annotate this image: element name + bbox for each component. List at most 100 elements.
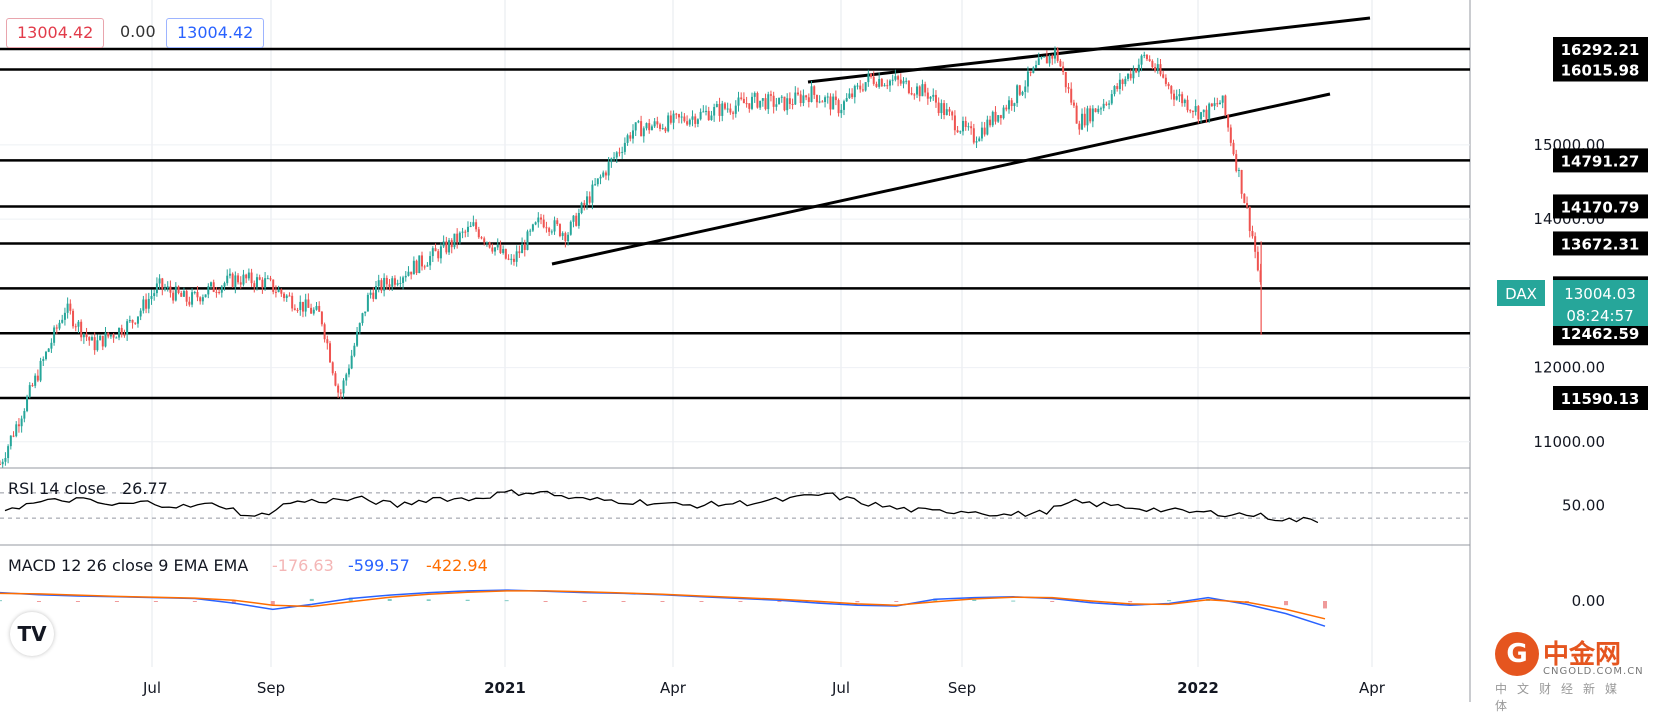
level-label-bg-2 [1553, 148, 1648, 173]
candle-body [415, 260, 418, 274]
macd-hist-bar [36, 601, 41, 602]
candle-body [191, 292, 194, 305]
level-label-6: 12462.59 [1561, 325, 1640, 343]
candle-body [209, 282, 212, 287]
candle-body [826, 96, 829, 98]
candle-body [123, 334, 126, 336]
candle-body [1075, 105, 1078, 124]
candle-body [615, 152, 618, 158]
candle-body [840, 109, 843, 114]
candle-body [564, 233, 567, 242]
candle-body [277, 289, 280, 293]
candle-body [1151, 61, 1154, 68]
candle-body [291, 295, 294, 309]
candle-body [301, 301, 304, 312]
rsi-tick: 50.00 [1562, 497, 1605, 515]
candle-body [1048, 55, 1051, 64]
macd-hist-value: -176.63 [272, 556, 334, 575]
candle-body [550, 231, 553, 233]
candle-body [821, 101, 824, 103]
candle-body [842, 101, 845, 110]
candle-body [1013, 103, 1016, 107]
candle-body [815, 94, 818, 103]
cngold-logo-icon: G [1495, 632, 1539, 676]
candle-body [929, 96, 932, 99]
candle-body [82, 333, 85, 338]
candle-body [193, 292, 196, 294]
candle-body [380, 280, 383, 291]
sell-price-box[interactable]: 13004.42 [6, 18, 105, 48]
watermark-cn: 中金网 [1543, 640, 1622, 670]
candle-body [761, 98, 764, 101]
candle-body [88, 337, 91, 341]
candle-body [669, 115, 672, 123]
macd-hist-bar [738, 601, 743, 602]
candle-body [118, 327, 121, 338]
level-label-1: 16015.98 [1561, 62, 1640, 80]
signal-value: -422.94 [426, 556, 488, 575]
rsi-line [4, 489, 1319, 524]
watermark-sub: 中文财经新媒体 [1495, 682, 1628, 713]
candle-body [150, 296, 153, 299]
candle-body [237, 275, 240, 283]
candle-body [164, 288, 167, 290]
candle-body [705, 110, 708, 112]
candle-body [648, 123, 651, 131]
candle-body [1246, 203, 1249, 207]
candle-body [880, 79, 883, 87]
candle-body [723, 103, 726, 109]
candle-body [437, 251, 440, 259]
candle-body [107, 332, 110, 337]
buy-price-box[interactable]: 13004.42 [166, 18, 265, 48]
candle-body [886, 85, 889, 87]
candle-body [1035, 65, 1038, 68]
candle-body [1113, 86, 1116, 95]
candle-body [7, 446, 10, 459]
candle-body [502, 248, 505, 253]
candle-body [299, 301, 302, 310]
level-label-bg-3 [1553, 194, 1648, 219]
candle-body [788, 98, 791, 105]
candle-body [561, 233, 564, 237]
candle-body [875, 83, 878, 87]
candle-body [1037, 58, 1040, 66]
candle-body [1240, 169, 1243, 194]
macd-hist-bar [582, 601, 587, 602]
candle-body [85, 333, 88, 338]
candle-body [953, 115, 956, 131]
tradingview-logo-icon[interactable]: TV [10, 612, 54, 656]
candle-body [218, 292, 221, 294]
time-axis[interactable]: Jul Sep 2021 Apr Jul Sep 2022 Apr [142, 679, 1386, 697]
candle-body [329, 343, 332, 363]
candle-body [786, 98, 789, 111]
candle-body [913, 94, 916, 96]
macd-hist-bar [699, 601, 704, 602]
candle-body [596, 178, 599, 185]
candle-body [131, 319, 134, 323]
candle-body [845, 98, 848, 102]
candle-body [1221, 95, 1224, 103]
candle-body [466, 226, 469, 232]
candle-body [1137, 64, 1140, 73]
candle-body [266, 278, 269, 280]
candle-body [507, 258, 510, 260]
candle-body [613, 157, 616, 159]
candle-body [740, 97, 743, 99]
candle-body [634, 122, 637, 131]
candle-body [1191, 111, 1194, 113]
candle-body [1056, 49, 1059, 61]
level-label-2: 14791.27 [1561, 152, 1640, 170]
candle-body [388, 284, 391, 287]
candle-body [810, 86, 813, 103]
candle-body [383, 277, 386, 291]
candle-body [1175, 96, 1178, 100]
candle-body [331, 362, 334, 374]
candle-body [1094, 108, 1097, 113]
candle-body [1053, 49, 1056, 59]
candle-body [799, 94, 802, 104]
candle-body [307, 299, 310, 308]
candle-body [442, 241, 445, 247]
candle-body [50, 342, 53, 349]
candle-body [393, 278, 396, 285]
